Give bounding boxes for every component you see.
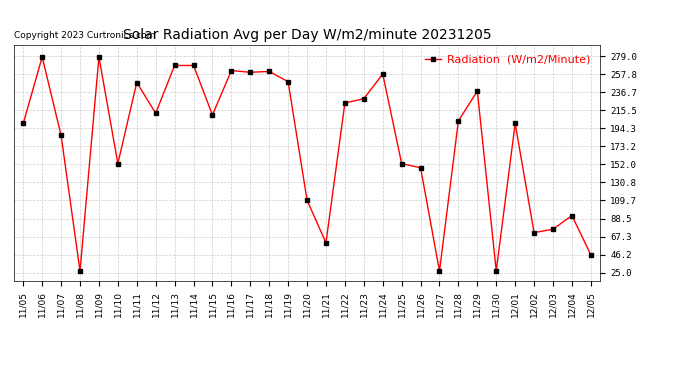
Radiation  (W/m2/Minute) <box>379 72 387 76</box>
Radiation  (W/m2/Minute) <box>152 111 160 116</box>
Radiation  (W/m2/Minute) <box>359 96 368 101</box>
Radiation  (W/m2/Minute) <box>189 63 197 68</box>
Radiation  (W/m2/Minute) <box>265 69 273 74</box>
Radiation  (W/m2/Minute) <box>38 55 46 59</box>
Radiation  (W/m2/Minute) <box>114 161 122 166</box>
Radiation  (W/m2/Minute) <box>511 121 520 126</box>
Radiation  (W/m2/Minute) <box>208 112 217 117</box>
Radiation  (W/m2/Minute) <box>454 118 462 123</box>
Radiation  (W/m2/Minute) <box>530 230 538 235</box>
Radiation  (W/m2/Minute) <box>473 89 482 93</box>
Radiation  (W/m2/Minute) <box>95 55 103 59</box>
Radiation  (W/m2/Minute) <box>227 68 235 73</box>
Text: Copyright 2023 Curtronics.com: Copyright 2023 Curtronics.com <box>14 31 155 40</box>
Radiation  (W/m2/Minute) <box>303 198 311 202</box>
Radiation  (W/m2/Minute) <box>435 269 444 273</box>
Radiation  (W/m2/Minute) <box>397 161 406 166</box>
Radiation  (W/m2/Minute) <box>170 63 179 68</box>
Title: Solar Radiation Avg per Day W/m2/minute 20231205: Solar Radiation Avg per Day W/m2/minute … <box>123 28 491 42</box>
Radiation  (W/m2/Minute) <box>568 213 576 218</box>
Radiation  (W/m2/Minute) <box>19 121 28 126</box>
Radiation  (W/m2/Minute) <box>341 101 349 105</box>
Radiation  (W/m2/Minute) <box>57 133 66 138</box>
Radiation  (W/m2/Minute) <box>284 80 293 84</box>
Radiation  (W/m2/Minute) <box>417 166 425 170</box>
Radiation  (W/m2/Minute) <box>322 241 330 245</box>
Radiation  (W/m2/Minute) <box>246 70 255 75</box>
Legend: Radiation  (W/m2/Minute): Radiation (W/m2/Minute) <box>420 51 595 69</box>
Radiation  (W/m2/Minute) <box>492 269 500 273</box>
Radiation  (W/m2/Minute) <box>549 227 557 231</box>
Line: Radiation  (W/m2/Minute): Radiation (W/m2/Minute) <box>21 55 593 273</box>
Radiation  (W/m2/Minute) <box>586 252 595 257</box>
Radiation  (W/m2/Minute) <box>76 269 84 273</box>
Radiation  (W/m2/Minute) <box>132 80 141 85</box>
